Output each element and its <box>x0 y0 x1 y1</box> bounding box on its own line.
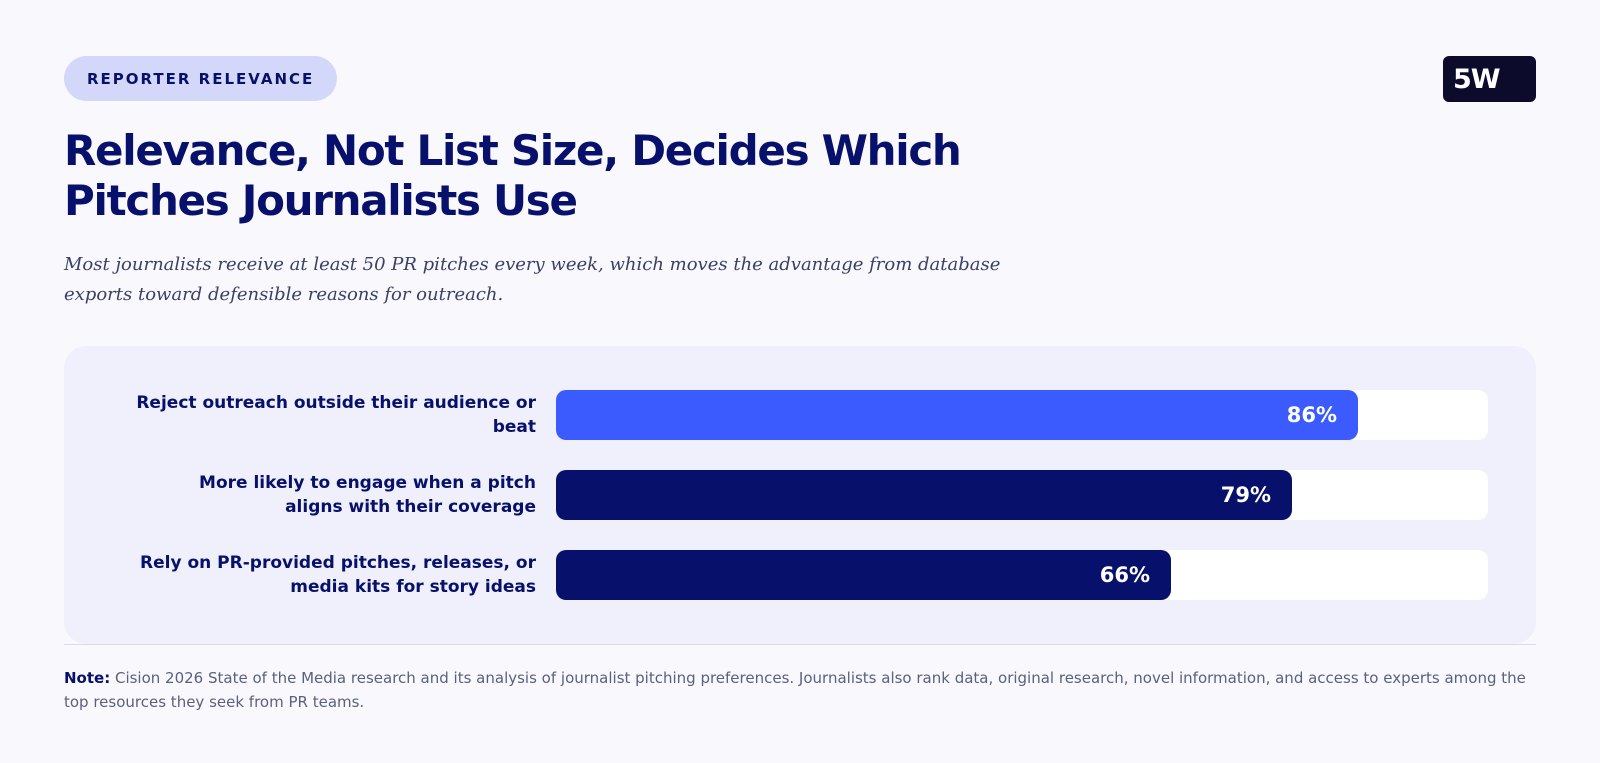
bar-value-label: 86% <box>1286 403 1337 427</box>
chart-row: Reject outreach outside their audience o… <box>64 390 1536 440</box>
bar-chart-panel: Reject outreach outside their audience o… <box>64 346 1536 644</box>
footnote-label: Note: <box>64 669 111 687</box>
chart-row: Rely on PR-provided pitches, releases, o… <box>64 550 1536 600</box>
bar: 66% <box>556 550 1171 600</box>
bar-category-label: Rely on PR-provided pitches, releases, o… <box>140 553 536 597</box>
footnote-text: Cision 2026 State of the Media research … <box>64 669 1526 711</box>
bar-track: 66% <box>556 550 1488 600</box>
footnote: Note: Cision 2026 State of the Media res… <box>64 666 1536 714</box>
bar-value-label: 79% <box>1220 483 1271 507</box>
section-badge: REPORTER RELEVANCE <box>64 56 338 101</box>
chart-row: More likely to engage when a pitch align… <box>64 470 1536 520</box>
brand-logo: 5W <box>1443 56 1536 102</box>
bar-track: 86% <box>556 390 1488 440</box>
bar-category-label: More likely to engage when a pitch align… <box>199 473 536 517</box>
page-title: Relevance, Not List Size, Decides Which … <box>64 126 962 225</box>
bar-value-label: 66% <box>1099 563 1150 587</box>
bar: 79% <box>556 470 1292 520</box>
bar: 86% <box>556 390 1358 440</box>
bar-track: 79% <box>556 470 1488 520</box>
bar-category-label: Reject outreach outside their audience o… <box>136 393 536 437</box>
divider <box>64 644 1536 645</box>
page-subtitle: Most journalists receive at least 50 PR … <box>64 254 1001 305</box>
